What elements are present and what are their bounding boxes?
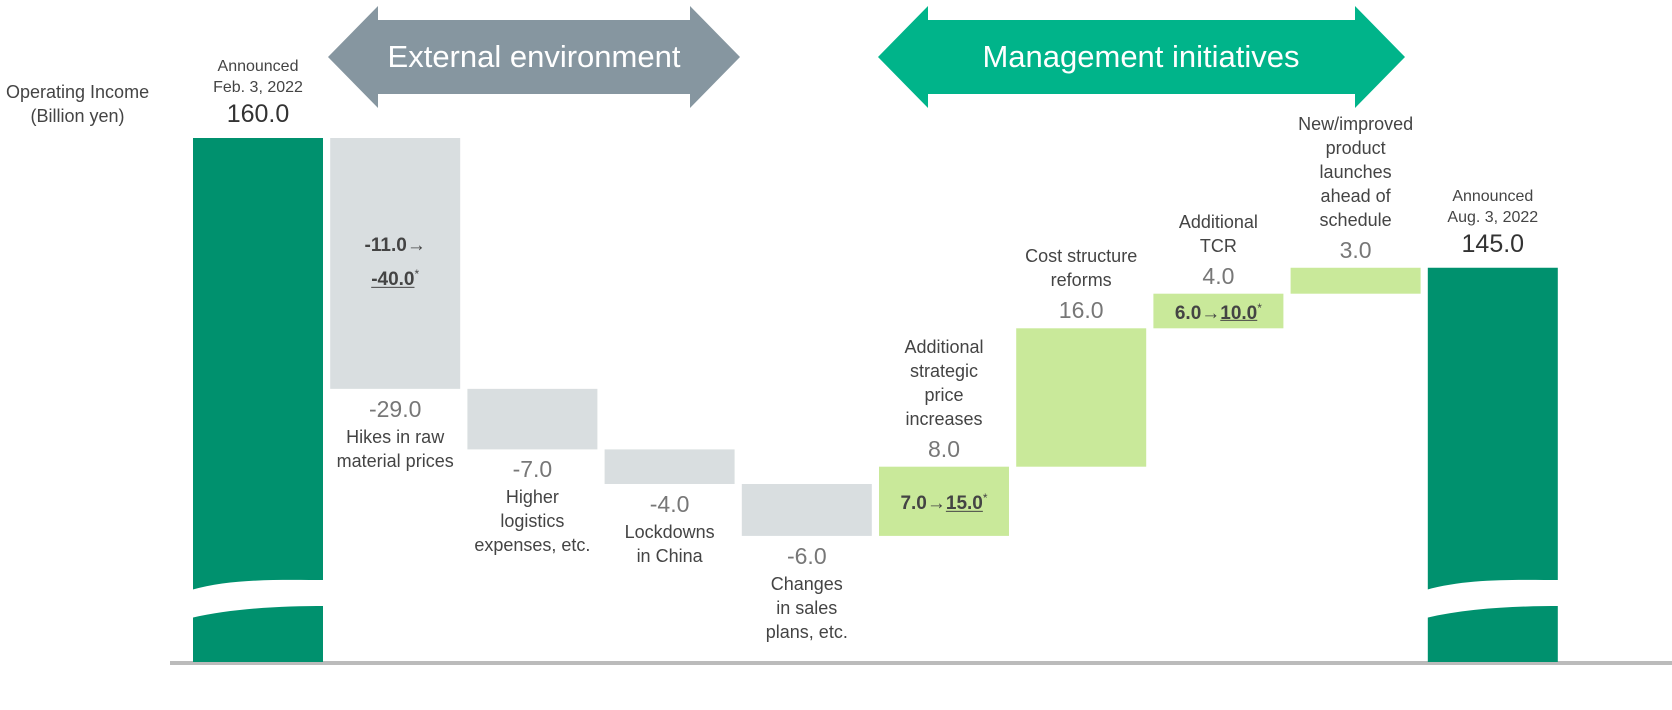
value-label: -29.0	[368, 395, 422, 422]
y-axis-label: Operating Income (Billion yen)	[6, 82, 150, 126]
annotation-before: 6.0→	[1174, 303, 1221, 325]
axis-break	[1425, 579, 1560, 618]
category-label: Changes in sales plans, etc.	[765, 573, 848, 642]
annotation-mark: *	[414, 267, 420, 282]
value-label: 16.0	[1058, 297, 1104, 324]
category-label: Additional TCR	[1178, 211, 1258, 256]
category-label: Lockdowns in China	[624, 522, 715, 566]
annotation-before: -11.0→	[364, 235, 426, 257]
group-arrow	[328, 6, 740, 108]
bar	[467, 388, 598, 450]
value-label: -6.0	[786, 542, 827, 569]
category-label: Announced Feb. 3, 2022	[213, 58, 303, 96]
category-label: Additional strategic price increases	[904, 336, 984, 429]
bar	[604, 449, 735, 484]
annotation-mark: *	[1257, 300, 1262, 315]
value-label: 160.0	[226, 100, 290, 128]
category-label: Announced Aug. 3, 2022	[1447, 187, 1539, 226]
bar	[193, 138, 323, 662]
annotation: 6.0→10.0*	[1175, 294, 1262, 328]
bar	[1153, 293, 1284, 329]
value-label: 145.0	[1461, 229, 1525, 258]
annotation-after: 15.0	[945, 493, 983, 515]
annotation-after: -40.0	[371, 269, 415, 291]
bar	[330, 138, 461, 389]
group-label: External environment	[387, 39, 681, 74]
category-label: Cost structure reforms	[1025, 246, 1138, 291]
category-label: Hikes in raw material prices	[336, 426, 454, 471]
value-label: 4.0	[1202, 262, 1235, 289]
category-label: New/improved product launches ahead of s…	[1298, 113, 1414, 230]
value-label: 3.0	[1339, 236, 1372, 263]
group-arrow	[878, 6, 1405, 108]
annotation-after: 10.0	[1220, 303, 1258, 325]
value-label: 8.0	[928, 435, 960, 462]
bar	[741, 484, 872, 536]
bar	[1016, 328, 1147, 467]
annotation-before: 7.0→	[900, 493, 946, 515]
value-label: -4.0	[649, 491, 690, 517]
group-label: Management initiatives	[982, 39, 1300, 74]
annotation: -11.0→ -40.0*	[365, 232, 426, 294]
annotation-mark: *	[982, 491, 988, 506]
bar	[1290, 267, 1421, 294]
category-label: Higher logistics expenses, etc.	[474, 487, 591, 556]
bar	[879, 466, 1009, 536]
annotation: 7.0→15.0*	[900, 484, 987, 518]
value-label: -7.0	[512, 456, 553, 483]
axis-break	[191, 579, 325, 618]
